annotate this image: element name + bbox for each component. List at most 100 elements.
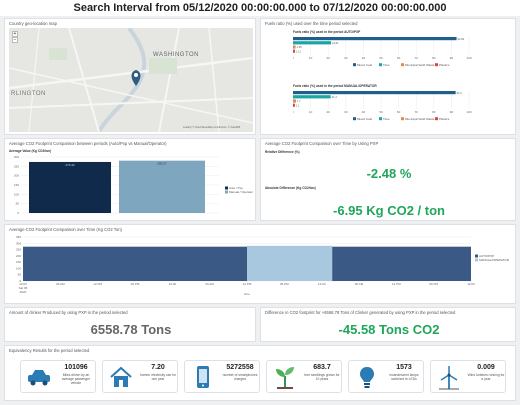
avg-co2-legend-label: Auto / Pxp (229, 186, 243, 190)
fuels-bar (293, 99, 296, 103)
timeline-area (23, 246, 247, 281)
fuels-legend-swatch (435, 117, 438, 121)
fuels-bar (293, 95, 331, 99)
fuels-bar (293, 103, 295, 107)
map-label-arlington: RLINGTON (11, 91, 46, 97)
equiv-card-phones: 5272558 number of smartphones charged (184, 360, 260, 393)
clinker-title: Amount of clinker Produced by using PXP … (9, 310, 128, 315)
zoom-in-button[interactable]: + (12, 31, 18, 37)
clinker-value: 6558.78 Tons (90, 322, 172, 337)
equiv-description: tree seedlings grown for 10 years (304, 373, 340, 381)
fuels-tick-label: 100 (466, 56, 471, 60)
avg-co2-tick-label: 250 (14, 164, 19, 168)
clinker-panel: Amount of clinker Produced by using PXP … (4, 307, 256, 342)
timeline-tick-label: 350 (16, 235, 21, 239)
fuels-tick-label: 80 (432, 110, 436, 114)
timeline-tick-label: 150 (16, 260, 21, 264)
fuels-tick-label: 30 (344, 110, 348, 114)
timeline-x-tick-label: 12:00 (19, 282, 27, 286)
phone-icon (197, 366, 209, 388)
fuels-bar (293, 49, 295, 53)
fuels-legend-swatch (353, 63, 356, 67)
zoom-out-button[interactable]: − (12, 37, 18, 43)
fuels-legend-swatch (353, 117, 356, 121)
fuels-panel: Fuels ratio (%) used over the time perio… (260, 18, 516, 135)
fuels-bar-label: 1.45 (297, 45, 303, 49)
fuels-bar-label: 92.93 (458, 37, 465, 41)
equiv-number: 7.20 (151, 364, 165, 371)
fuels-tick-label: 10 (309, 110, 313, 114)
timeline-panel: Average CO2 Footprint Comparison over Ti… (4, 224, 516, 304)
timeline-tick-label: 250 (16, 248, 21, 252)
fuels-tick-label: 100 (466, 110, 471, 114)
timeline-x-tick-label: 06 AM (355, 282, 364, 286)
fuels-bar-label: 21.61 (332, 41, 339, 45)
timeline-x-tick-label: 12:00 (467, 282, 475, 286)
timeline-x-tick-label: 06 AM (205, 282, 214, 286)
timeline-x-tick-label: 12 PM (392, 282, 401, 286)
avg-co2-bar (119, 160, 205, 213)
equiv-card-turbines: 0.009 Wind turbines running for a year (430, 360, 506, 393)
timeline-x-tick-label: 06 AM (56, 282, 65, 286)
fuels-legend-swatch (401, 63, 404, 67)
timeline-tick-label: 0 (19, 279, 21, 283)
map-attribution[interactable]: Leaflet | © OpenStreetMap contributors, … (183, 126, 240, 129)
fuels-tick-label: 0 (293, 110, 294, 114)
equiv-number: 0.009 (477, 364, 495, 371)
timeline-tick-label: 100 (16, 266, 21, 270)
rel-diff-label: Relative Difference (%) (265, 150, 300, 154)
fuels-legend-label: Mixed Coal (357, 63, 372, 67)
fuels-tick-label: 70 (415, 56, 419, 60)
rel-diff-value: -2.48 % (366, 166, 412, 181)
fuels-bar-label: 92.4 (457, 91, 463, 95)
equiv-number: 101096 (64, 364, 88, 371)
fuels-tick-label: 20 (327, 110, 331, 114)
timeline-tick-label: 300 (16, 241, 21, 245)
avg-co2-bar (29, 161, 111, 213)
avg-co2-title: Average CO2 Footprint Comparison between… (9, 141, 167, 146)
page-title: Search Interval from 05/12/2020 00:00:00… (0, 0, 520, 16)
avg-co2-value-label: 280.37 (157, 162, 167, 166)
diff-title: Difference in CO2 footprint for +6558.78… (265, 310, 456, 315)
avg-co2-tick-label: 150 (14, 183, 19, 187)
geo-map[interactable] (9, 28, 253, 132)
fuels-bar-label: 1.11 (296, 49, 301, 53)
fuels-legend-label: Plastics (439, 63, 450, 67)
fuels-legend-label: Municipal Solid Waste (405, 117, 435, 121)
avg-co2-tick-label: 200 (14, 174, 19, 178)
diff-panel: Difference in CO2 footprint for +6558.78… (260, 307, 516, 342)
timeline-area (332, 246, 471, 281)
map-label-washington: WASHINGTON (153, 52, 200, 58)
equiv-description: Miles driven by an average passenger veh… (61, 373, 91, 385)
fuels-chart1-title: Fuels ratio (%) used in the period AUTO/… (293, 30, 361, 34)
seedling-icon (276, 367, 294, 389)
timeline-area (247, 245, 333, 281)
fuels-tick-label: 90 (450, 56, 454, 60)
timeline-tick-label: 50 (18, 273, 22, 277)
timeline-tick-label: 200 (16, 254, 21, 258)
timeline-legend-swatch (475, 258, 478, 262)
fuels-tick-label: 40 (362, 56, 366, 60)
avg-time-panel: Average CO2 Footprint Comparison over Ti… (260, 138, 516, 221)
equiv-card-lamps: 1573 incandescent lamps switched to LEDs (348, 360, 424, 393)
timeline-title: Average CO2 Footprint Comparison over Ti… (9, 227, 122, 232)
location-marker-icon[interactable] (131, 70, 141, 86)
fuels-legend-label: Tires (383, 117, 390, 121)
map-title: Country geo-location map (9, 21, 57, 26)
fuels-legend-label: Municipal Solid Waste (405, 63, 435, 67)
avg-co2-tick-label: 300 (14, 155, 19, 159)
avg-co2-tick-label: 0 (17, 211, 19, 215)
timeline-x-tick-label: 06 PM (429, 282, 438, 286)
fuels-legend-swatch (435, 63, 438, 67)
fuels-bar-label: 21.4 (332, 95, 338, 99)
fuels-bar (293, 91, 456, 95)
equiv-card-miles: 101096 Miles driven by an average passen… (20, 360, 96, 393)
equiv-title: Equivalency Results for the period selec… (9, 348, 90, 353)
timeline-x-tick-label: 12:00 (318, 282, 326, 286)
abs-diff-label: Absolute Difference (Kg CO2/ton) (265, 186, 316, 190)
avg-co2-legend-swatch (225, 190, 228, 194)
timeline-legend-label: MANUAL/OPERATOR (479, 258, 510, 262)
timeline-chart: 0 50 100 150 200 250 300 350 12:00 06 AM 12 PM 06 P… (16, 235, 510, 296)
timeline-legend-label: AUTO/PXP (479, 254, 494, 258)
equiv-description: homes' electricity use for one year (139, 373, 177, 381)
